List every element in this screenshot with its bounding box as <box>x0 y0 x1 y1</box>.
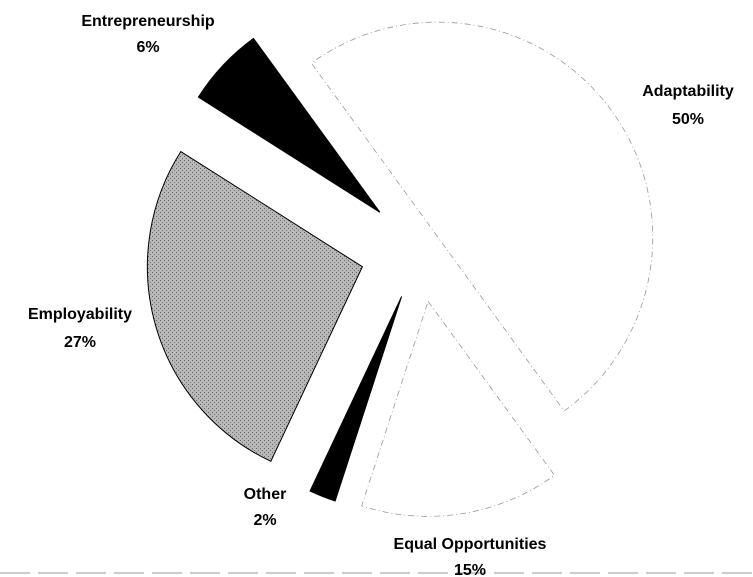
slice-label: Adaptability <box>642 83 734 100</box>
slice-value: 2% <box>253 512 276 529</box>
slice-label: Equal Opportunities <box>394 536 547 553</box>
slice-value: 6% <box>136 39 159 56</box>
pie-slice <box>361 300 556 517</box>
slice-label: Entrepreneurship <box>81 13 215 30</box>
slice-label: Employability <box>28 306 132 323</box>
pie-slice <box>310 21 653 412</box>
slice-value: 27% <box>64 334 96 351</box>
pie-slice <box>197 37 381 213</box>
pie-slice <box>146 150 364 462</box>
pie-slice <box>309 296 403 502</box>
slice-value: 15% <box>454 562 486 577</box>
slice-value: 50% <box>672 111 704 128</box>
slice-label: Other <box>244 486 287 503</box>
